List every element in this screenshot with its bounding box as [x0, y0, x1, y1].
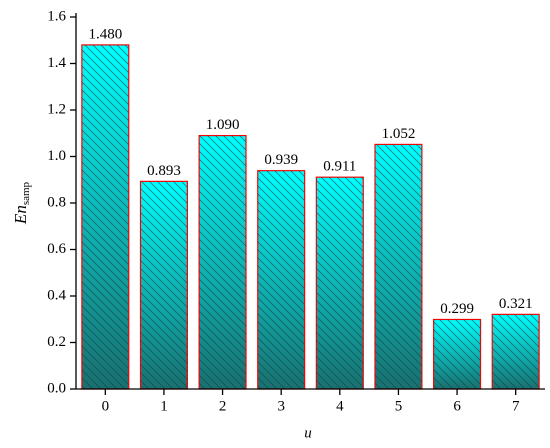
- bar-hatch: [199, 135, 247, 389]
- y-tick-label: 0.2: [47, 334, 66, 350]
- value-label: 0.911: [323, 159, 356, 175]
- y-tick-label: 1.0: [47, 148, 66, 164]
- x-tick-label: 0: [102, 398, 110, 414]
- y-axis-label: Ensamp: [11, 181, 32, 225]
- value-label: 1.090: [206, 117, 240, 133]
- value-label: 0.893: [147, 163, 181, 179]
- bar-hatch: [492, 314, 540, 389]
- y-tick-label: 0.8: [47, 194, 66, 210]
- bar-hatch: [374, 144, 422, 389]
- y-label-main: En: [11, 205, 30, 225]
- y-tick-label: 1.6: [47, 8, 66, 24]
- value-label: 1.052: [382, 126, 416, 142]
- bar-hatch: [140, 181, 188, 389]
- x-axis-label: u: [304, 425, 312, 441]
- x-tick-label: 5: [395, 398, 403, 414]
- value-label: 1.480: [88, 26, 122, 42]
- bar-hatch: [81, 44, 129, 390]
- y-tick-label: 0.6: [47, 241, 66, 257]
- y-tick-label: 0.0: [47, 380, 66, 396]
- x-tick-label: 3: [277, 398, 285, 414]
- bar-hatch: [433, 319, 481, 389]
- bar-hatch: [316, 177, 364, 389]
- value-label: 0.299: [440, 301, 474, 317]
- value-label: 0.939: [264, 152, 298, 168]
- x-tick-label: 7: [512, 398, 520, 414]
- value-label: 0.321: [499, 296, 533, 312]
- y-tick-label: 0.4: [47, 287, 66, 303]
- x-tick-label: 2: [219, 398, 227, 414]
- x-tick-label: 4: [336, 398, 344, 414]
- y-label-sub: samp: [20, 181, 32, 205]
- bar-hatch: [257, 170, 305, 389]
- x-tick-label: 6: [453, 398, 461, 414]
- y-tick-label: 1.2: [47, 101, 66, 117]
- y-tick-label: 1.4: [47, 55, 66, 71]
- x-tick-label: 1: [160, 398, 168, 414]
